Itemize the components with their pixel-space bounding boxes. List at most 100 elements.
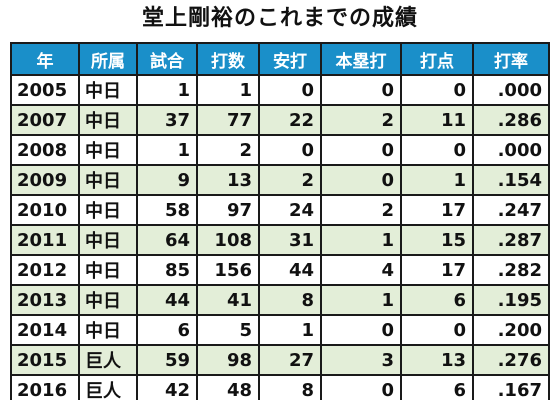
table-row: 2015 巨人 59 98 27 3 13.276 [10,344,550,376]
cell-average: .154 [472,164,550,196]
cell-hits: 0 [258,74,322,106]
cell-games: 37 [136,104,198,136]
cell-home-runs: 1 [320,284,402,316]
cell-average: .167 [472,374,550,400]
cell-average: .286 [472,104,550,136]
cell-rbi: 0 [400,74,474,106]
cell-hits: 27 [258,344,322,376]
cell-year: 2012 [10,254,80,286]
cell-year: 2014 [10,314,80,346]
table-row: 2013 中日 44 41 8 1 6.195 [10,284,550,316]
header-at-bats: 打数 [196,42,260,76]
cell-at-bats: 98 [196,344,260,376]
cell-at-bats: 48 [196,374,260,400]
header-home-runs: 本塁打 [320,42,402,76]
header-games: 試合 [136,42,198,76]
cell-rbi: 0 [400,134,474,166]
cell-at-bats: 5 [196,314,260,346]
cell-team: 中日 [78,284,138,316]
cell-rbi: 17 [400,254,474,286]
stats-table: 年 所属 試合 打数 安打 本塁打 打点 打率 2005 中日 1 1 0 0 0.000 2… [10,42,550,400]
cell-average: .000 [472,74,550,106]
cell-hits: 31 [258,224,322,256]
cell-home-runs: 4 [320,254,402,286]
cell-games: 1 [136,74,198,106]
cell-home-runs: 0 [320,374,402,400]
header-team: 所属 [78,42,138,76]
cell-home-runs: 1 [320,224,402,256]
cell-at-bats: 108 [196,224,260,256]
cell-hits: 0 [258,134,322,166]
cell-games: 59 [136,344,198,376]
cell-team: 巨人 [78,374,138,400]
cell-home-runs: 0 [320,134,402,166]
table-row: 2012 中日 85 156 44 4 17.282 [10,254,550,286]
cell-at-bats: 156 [196,254,260,286]
cell-home-runs: 0 [320,314,402,346]
cell-average: .200 [472,314,550,346]
cell-games: 1 [136,134,198,166]
cell-games: 6 [136,314,198,346]
header-hits: 安打 [258,42,322,76]
table-row: 2014 中日 6 5 1 0 0.200 [10,314,550,346]
cell-games: 64 [136,224,198,256]
cell-at-bats: 97 [196,194,260,226]
cell-hits: 2 [258,164,322,196]
cell-average: .000 [472,134,550,166]
cell-games: 42 [136,374,198,400]
cell-team: 中日 [78,314,138,346]
cell-games: 44 [136,284,198,316]
table-row: 2009 中日 9 13 2 0 1.154 [10,164,550,196]
table-row: 2008 中日 1 2 0 0 0.000 [10,134,550,166]
cell-rbi: 11 [400,104,474,136]
cell-average: .287 [472,224,550,256]
cell-hits: 8 [258,374,322,400]
cell-at-bats: 41 [196,284,260,316]
cell-hits: 22 [258,104,322,136]
cell-team: 中日 [78,254,138,286]
cell-year: 2008 [10,134,80,166]
cell-at-bats: 1 [196,74,260,106]
cell-rbi: 0 [400,314,474,346]
cell-average: .282 [472,254,550,286]
cell-team: 中日 [78,134,138,166]
cell-rbi: 17 [400,194,474,226]
cell-hits: 1 [258,314,322,346]
cell-team: 中日 [78,164,138,196]
cell-at-bats: 13 [196,164,260,196]
cell-at-bats: 2 [196,134,260,166]
cell-year: 2010 [10,194,80,226]
cell-rbi: 6 [400,284,474,316]
cell-rbi: 6 [400,374,474,400]
cell-team: 中日 [78,194,138,226]
cell-year: 2007 [10,104,80,136]
cell-home-runs: 0 [320,164,402,196]
cell-home-runs: 3 [320,344,402,376]
cell-team: 中日 [78,104,138,136]
cell-games: 85 [136,254,198,286]
header-year: 年 [10,42,80,76]
header-row: 年 所属 試合 打数 安打 本塁打 打点 打率 [10,42,550,76]
table-body: 2005 中日 1 1 0 0 0.000 2007 中日 37 77 22 2 11.286 2008 中日… [10,74,550,400]
cell-average: .276 [472,344,550,376]
cell-home-runs: 2 [320,104,402,136]
cell-year: 2011 [10,224,80,256]
table-row: 2010 中日 58 97 24 2 17.247 [10,194,550,226]
cell-average: .247 [472,194,550,226]
cell-home-runs: 2 [320,194,402,226]
cell-year: 2009 [10,164,80,196]
cell-team: 巨人 [78,344,138,376]
cell-games: 58 [136,194,198,226]
cell-rbi: 15 [400,224,474,256]
cell-team: 中日 [78,224,138,256]
table-row: 2007 中日 37 77 22 2 11.286 [10,104,550,136]
table-row: 2011 中日 64 108 31 1 15.287 [10,224,550,256]
cell-year: 2016 [10,374,80,400]
page-title: 堂上剛裕のこれまでの成績 [141,6,418,31]
header-average: 打率 [472,42,550,76]
cell-games: 9 [136,164,198,196]
cell-team: 中日 [78,74,138,106]
cell-hits: 24 [258,194,322,226]
table-row: 2005 中日 1 1 0 0 0.000 [10,74,550,106]
